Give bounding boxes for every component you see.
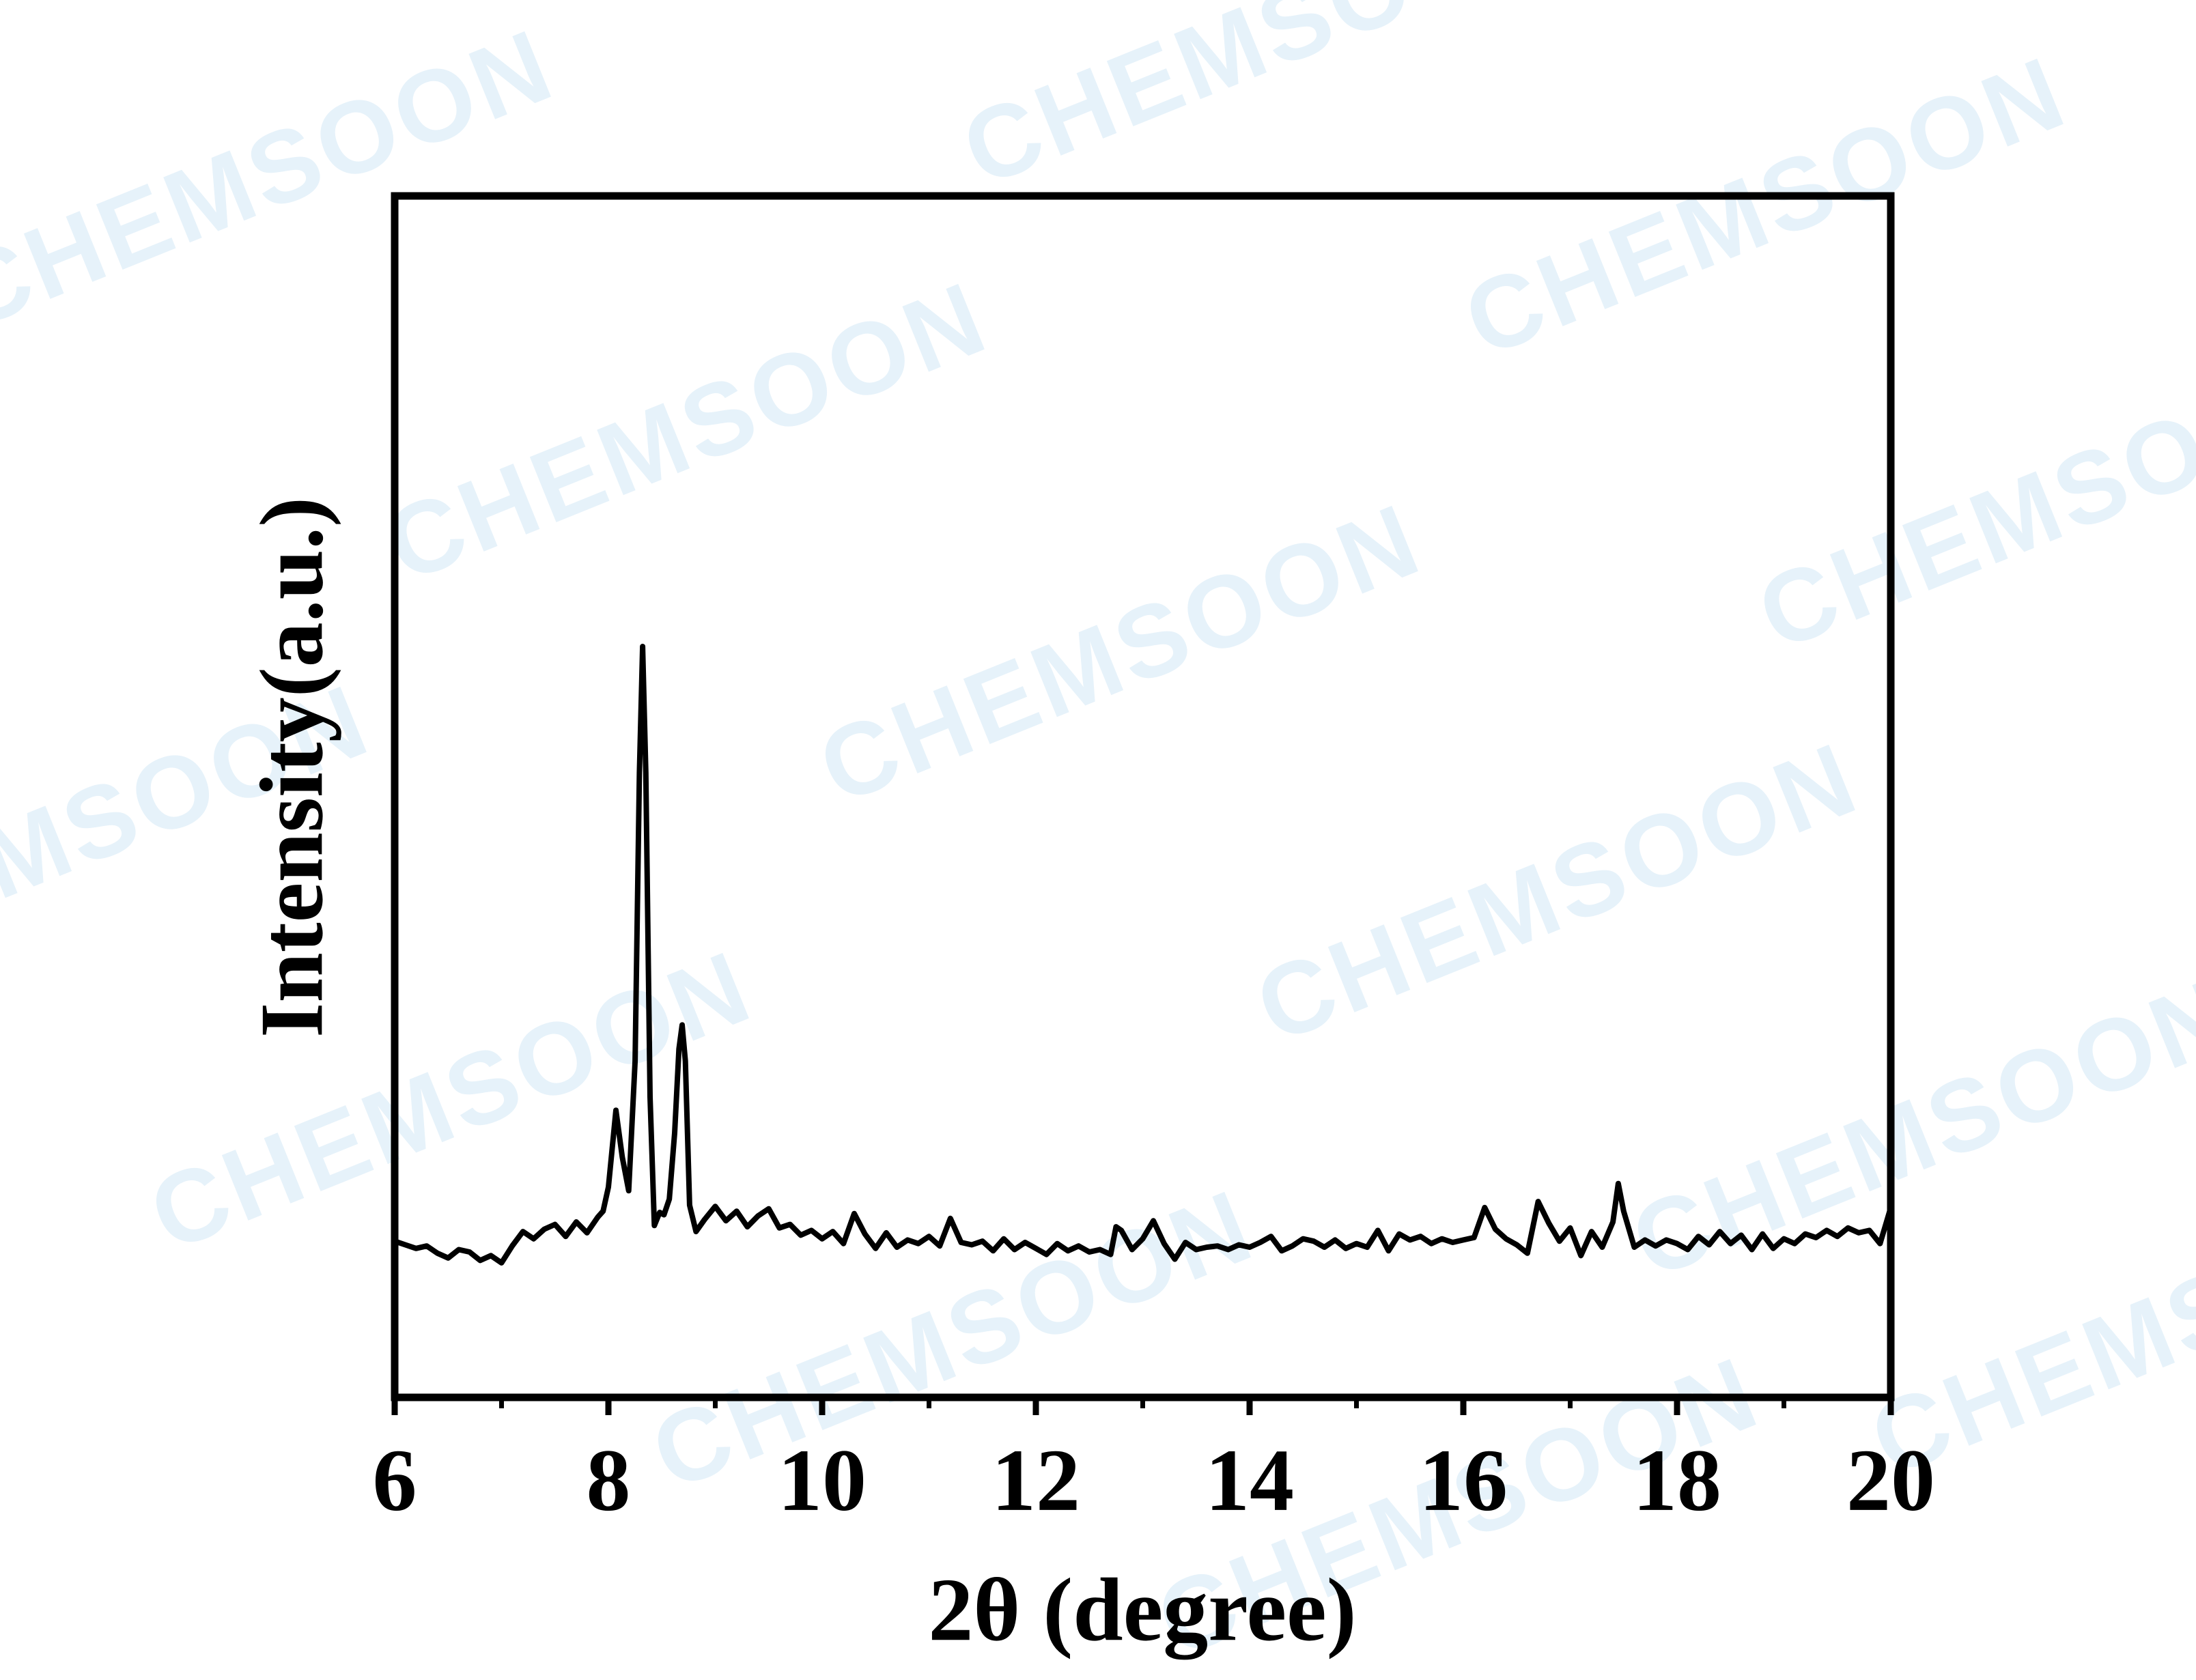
watermark: CHEMSOON (947, 0, 1579, 208)
x-tick-label: 18 (1633, 1432, 1721, 1530)
watermark: CHEMSOON (1241, 720, 1873, 1064)
plot-area: 6 8 10 12 14 16 18 20 (373, 192, 1935, 1530)
watermark: CHEMSOON (370, 259, 1002, 603)
data-line (393, 644, 1894, 1266)
x-tick-label: 8 (587, 1432, 631, 1530)
x-tick-label: 12 (991, 1432, 1080, 1530)
x-tick-label: 10 (778, 1432, 867, 1530)
x-tick-label: 20 (1846, 1432, 1935, 1530)
watermark: CHEMSOON (0, 6, 569, 351)
watermark: CHEMSOON (1616, 955, 2196, 1300)
x-axis-title: 2θ (degree) (928, 1559, 1356, 1660)
x-tick-label: 14 (1205, 1432, 1294, 1530)
y-axis-title: Intensity(a.u.) (241, 497, 341, 1038)
watermark: CHEMSOON (1743, 327, 2196, 672)
x-tick-label: 16 (1419, 1432, 1508, 1530)
x-tick-label: 6 (373, 1432, 417, 1530)
watermark: CHEMSOON (135, 928, 767, 1272)
watermark: CHEMSOON (1449, 33, 2081, 378)
watermark: CHEMSOON (804, 481, 1436, 825)
